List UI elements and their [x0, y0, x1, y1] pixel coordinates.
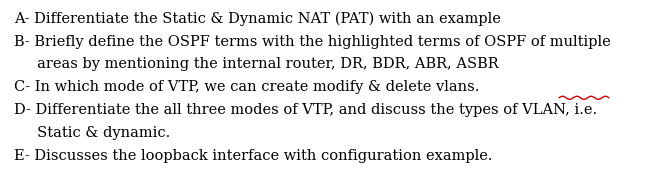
Text: E- Discusses the loopback interface with configuration example.: E- Discusses the loopback interface with…: [14, 149, 493, 163]
Text: vlans: vlans: [14, 80, 53, 94]
Text: areas by mentioning the internal router, DR, BDR, ABR, ASBR: areas by mentioning the internal router,…: [14, 57, 499, 71]
Text: D- Differentiate the all three modes of VTP, and discuss the types of VLAN, i.e.: D- Differentiate the all three modes of …: [14, 103, 598, 117]
Text: B- Briefly define the OSPF terms with the highlighted terms of OSPF of multiple: B- Briefly define the OSPF terms with th…: [14, 35, 612, 49]
Text: Static & dynamic.: Static & dynamic.: [14, 126, 171, 140]
Text: C- In which mode of VTP, we can create modify & delete: C- In which mode of VTP, we can create m…: [14, 80, 436, 94]
Text: C- In which mode of VTP, we can create modify & delete vlans.: C- In which mode of VTP, we can create m…: [14, 80, 480, 94]
Text: A- Differentiate the Static & Dynamic NAT (PAT) with an example: A- Differentiate the Static & Dynamic NA…: [14, 12, 501, 26]
